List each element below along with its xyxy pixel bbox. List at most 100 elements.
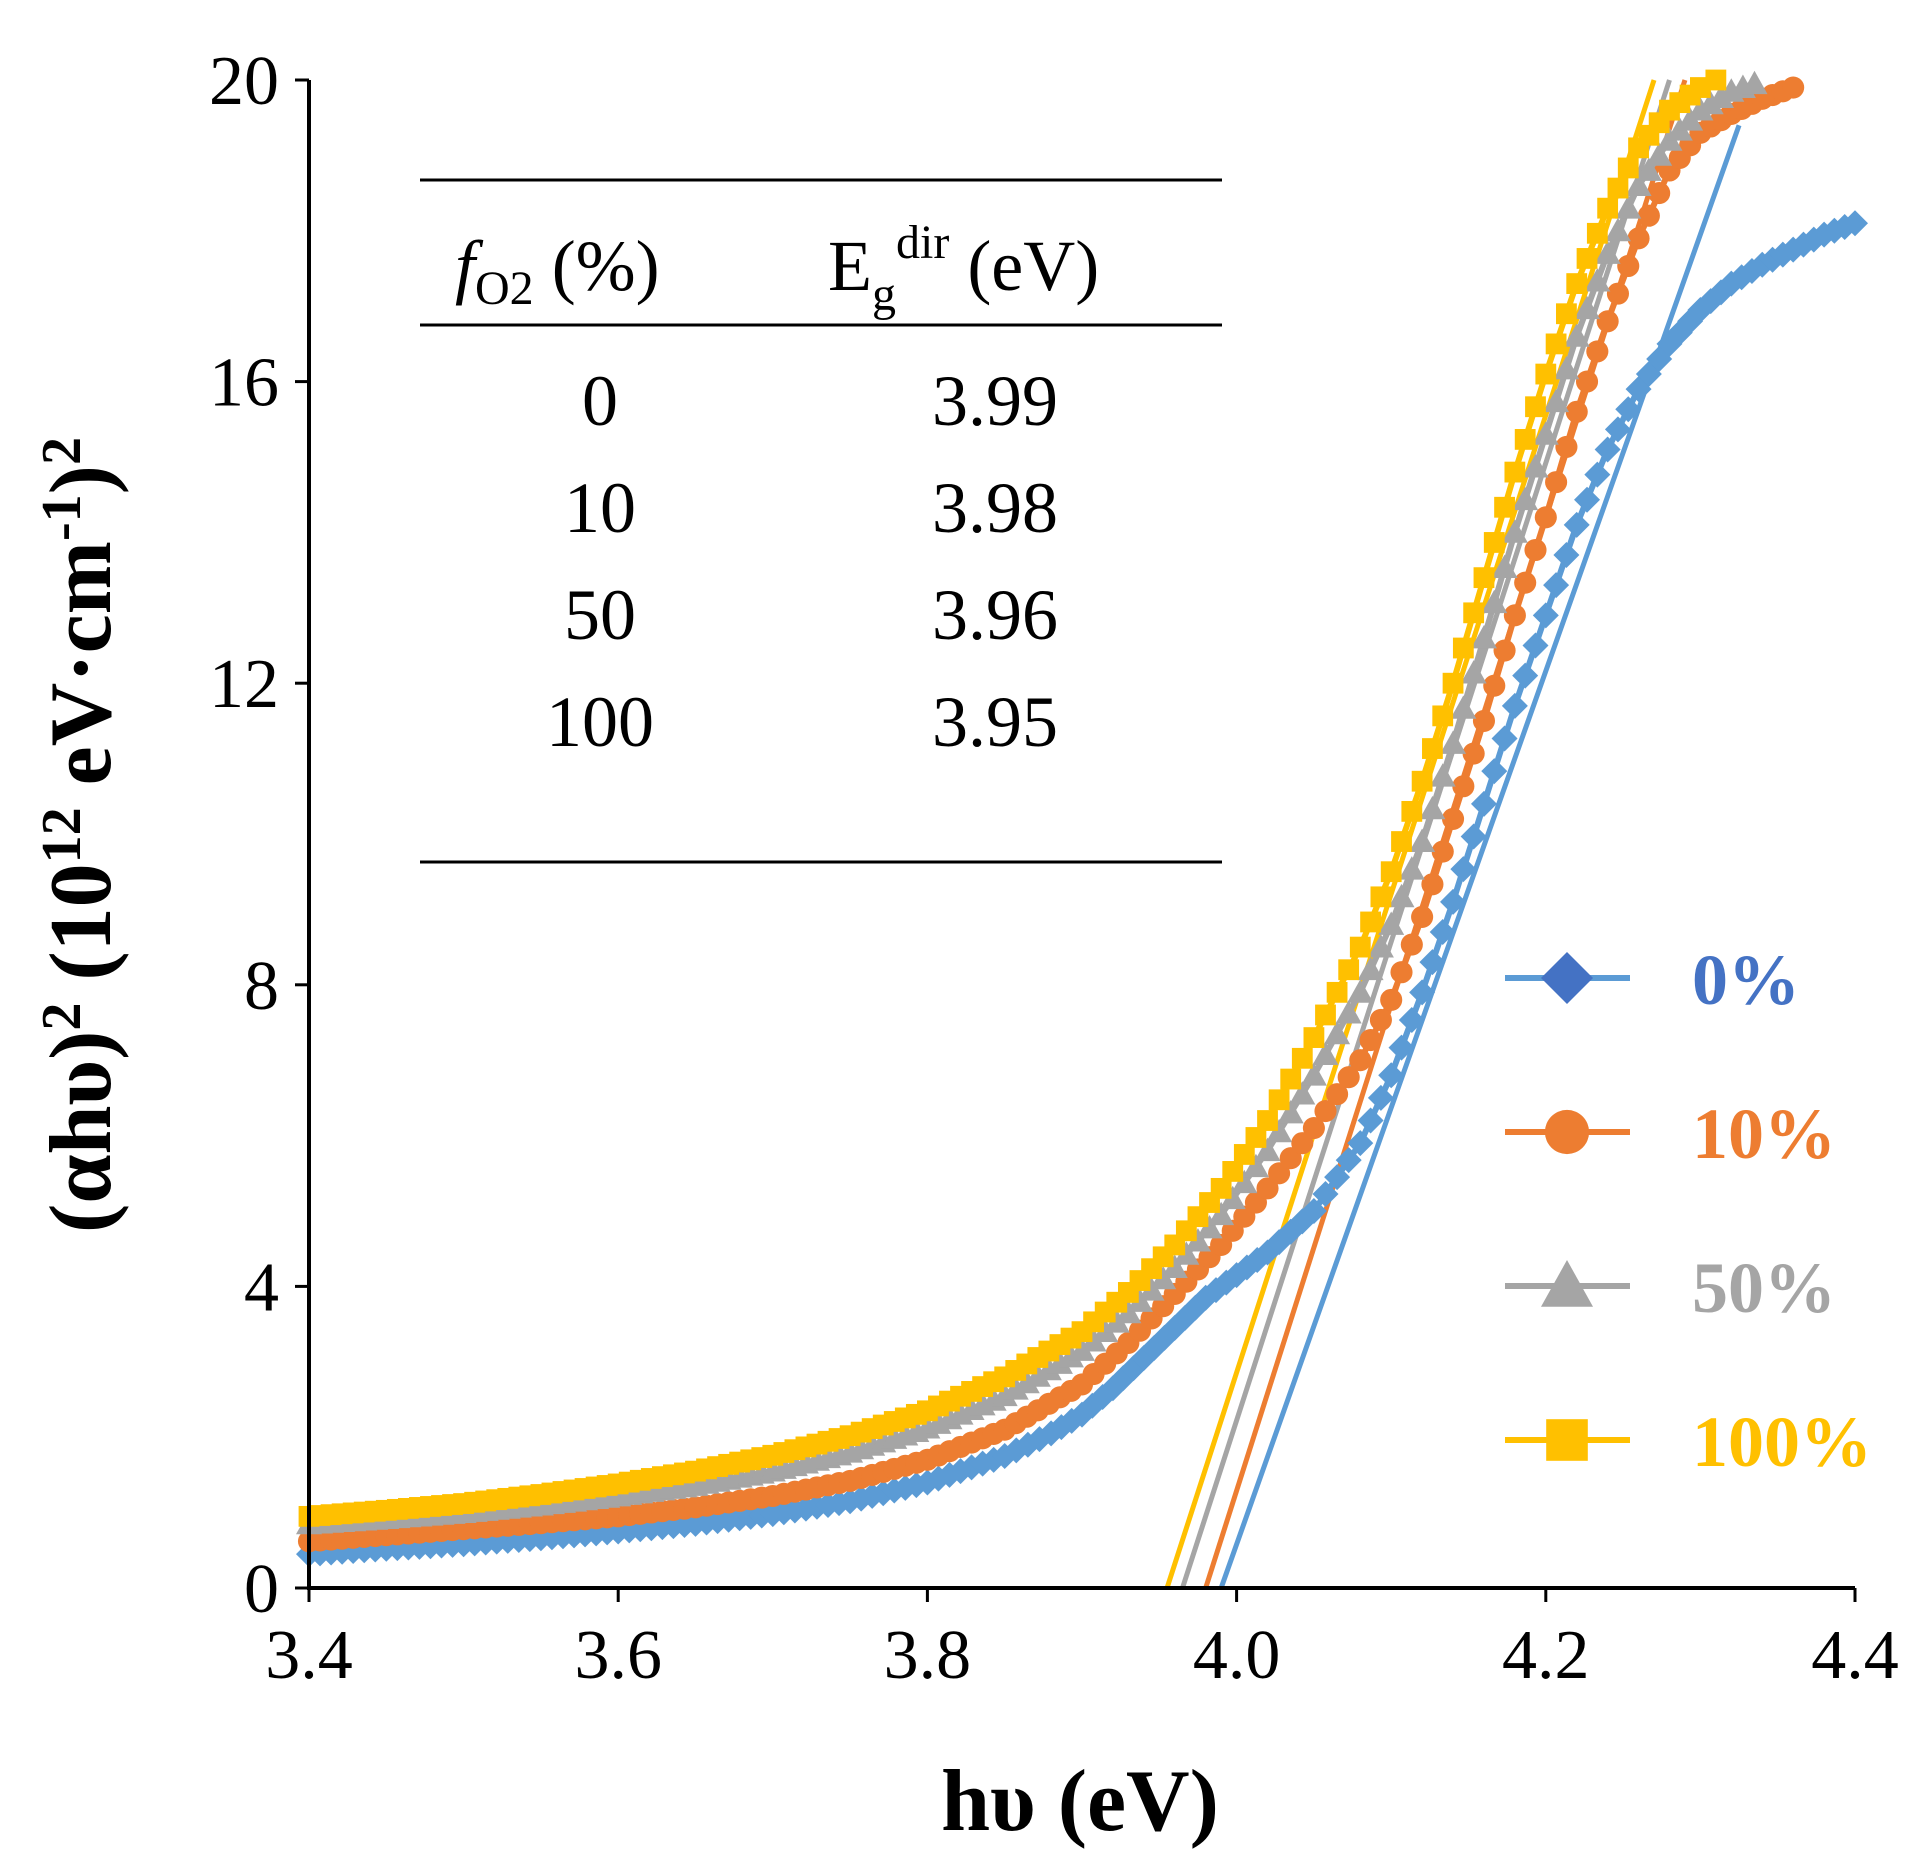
data-point: [1452, 637, 1474, 659]
data-point: [1532, 602, 1559, 629]
legend-marker: [1544, 1109, 1590, 1155]
data-point: [1367, 934, 1394, 958]
data-point: [1553, 542, 1580, 569]
series-100%: [298, 69, 1727, 1527]
legend-item: 10%: [1505, 1094, 1836, 1174]
table-header-g-subscript: g: [872, 268, 896, 321]
data-point: [1326, 981, 1348, 1003]
data-point: [1512, 662, 1539, 689]
data-point: [1687, 97, 1714, 121]
data-point: [1575, 370, 1599, 393]
data-point: [1300, 1198, 1327, 1224]
data-point: [1440, 888, 1467, 915]
series-50%: [296, 70, 1768, 1535]
data-point: [1491, 725, 1518, 752]
data-point: [1534, 506, 1557, 529]
data-point: [1419, 949, 1446, 976]
data-point: [1291, 1132, 1314, 1155]
data-point: [1411, 770, 1433, 792]
data-point: [1555, 435, 1578, 458]
data-point: [1289, 1081, 1316, 1105]
data-point: [1532, 421, 1559, 445]
table-cell-eg: 3.99: [932, 361, 1058, 441]
data-point: [1312, 1181, 1339, 1208]
data-point: [1360, 911, 1381, 933]
data-point: [1553, 356, 1580, 380]
data-point: [1584, 268, 1611, 292]
y-axis-title-sup1: 2: [31, 1003, 93, 1031]
data-point: [1441, 807, 1465, 830]
data-point: [1594, 240, 1621, 264]
data-point: [1574, 295, 1601, 320]
data-point: [1302, 1117, 1325, 1140]
data-point: [1024, 1363, 1051, 1387]
y-tick-label: 20: [209, 43, 279, 120]
data-point: [1607, 177, 1629, 199]
data-point: [1615, 396, 1642, 423]
data-point: [1380, 861, 1402, 883]
data-point: [1357, 956, 1384, 981]
y-axis-title-close: ): [33, 465, 130, 494]
data-point: [1219, 1185, 1246, 1210]
data-point: [1586, 222, 1608, 244]
data-point: [1411, 905, 1434, 928]
data-point: [1481, 589, 1508, 614]
table-header-e: E: [828, 226, 872, 306]
data-point: [1391, 831, 1412, 852]
data-point: [1378, 911, 1405, 935]
data-point: [1367, 1084, 1394, 1111]
table-header-percent: (%): [534, 226, 660, 306]
inset-table: fO2 (%) Egdir (eV) 0 3.99 10 3.98 50 3.96 100 3…: [420, 178, 1222, 864]
x-tick-label: 4.0: [1193, 1617, 1281, 1694]
data-point: [1432, 705, 1454, 727]
fit-lines: [1164, 79, 1742, 1589]
data-point: [1470, 624, 1497, 649]
series-10%: [297, 76, 1805, 1553]
data-point: [1514, 571, 1537, 594]
y-axis-title-sup2: 12: [31, 807, 93, 863]
data-point: [1503, 604, 1526, 627]
data-point: [1741, 70, 1768, 95]
data-point: [1196, 1214, 1223, 1239]
series-0%: [296, 210, 1868, 1568]
data-point: [1324, 1020, 1351, 1045]
data-point: [1615, 195, 1642, 219]
data-point: [1370, 886, 1392, 908]
data-point: [1315, 1004, 1336, 1026]
data-point: [1431, 840, 1454, 863]
table-header-eg: Egdir (eV): [828, 216, 1099, 321]
data-point: [1314, 1100, 1337, 1123]
data-point: [1347, 1130, 1374, 1157]
legend-label: 50%: [1692, 1248, 1836, 1328]
data-point: [1409, 979, 1436, 1006]
data-point: [1257, 1110, 1278, 1131]
table-cell-fo2: 50: [564, 575, 636, 655]
data-point: [1524, 538, 1547, 562]
data-point: [1400, 933, 1423, 956]
data-point: [1483, 674, 1506, 697]
data-point: [1543, 388, 1570, 413]
axes: [307, 80, 1855, 1590]
data-point: [1604, 217, 1631, 242]
data-point: [1442, 672, 1464, 694]
data-point: [1369, 1008, 1392, 1032]
data-point: [1279, 1147, 1302, 1170]
table-header-fo2: fO2 (%): [455, 226, 660, 315]
data-point: [1525, 396, 1546, 418]
data-point: [1161, 1254, 1188, 1278]
data-point: [1460, 823, 1487, 850]
data-point: [1606, 282, 1629, 305]
data-point: [1035, 1356, 1062, 1381]
data-point: [1256, 1177, 1279, 1200]
data-point: [1648, 182, 1671, 205]
x-ticks: 3.4 3.6 3.8 4.0 4.2 4.4: [265, 1588, 1899, 1694]
y-tick-label: 0: [244, 1551, 279, 1628]
data-point: [1473, 567, 1495, 589]
y-ticks: 0 4 8 12 16 20: [209, 43, 309, 1628]
table-cell-eg: 3.95: [932, 682, 1058, 762]
data-point: [1637, 204, 1660, 227]
data-point: [1597, 197, 1619, 219]
data-point: [1586, 340, 1609, 363]
data-point: [1565, 400, 1588, 423]
